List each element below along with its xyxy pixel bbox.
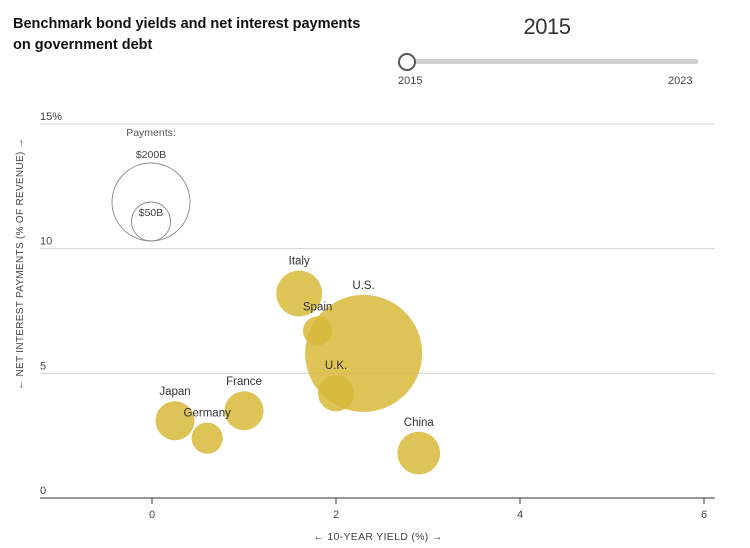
slider-handle[interactable] [398,53,416,71]
size-legend-label: $50B [139,207,164,219]
y-axis-label: ← NET INTEREST PAYMENTS (% OF REVENUE) → [15,138,26,390]
y-tick-labels: 0 5 10 15% [40,111,62,497]
size-legend-circle [131,201,171,242]
bubble-label-france: France [226,376,262,388]
bubble-label-china: China [404,417,435,429]
year-slider[interactable] [398,50,700,74]
bubble-france [224,391,264,431]
x-tick-label: 0 [149,509,155,521]
size-legend: Payments: $200B $50B [111,127,191,242]
bubble-label-spain: Spain [303,301,332,313]
slider-min-label: 2015 [398,75,423,87]
bubble-label-germany: Germany [184,408,232,420]
y-tick-label: 0 [40,485,46,497]
x-axis: 0 2 4 6 [149,498,707,521]
slider-max-label: 2023 [668,75,693,87]
x-axis-label: ← 10-YEAR YIELD (%) → [313,531,442,543]
bubble-italy [276,270,323,317]
bubble-uk [317,375,355,412]
bubble-label-japan: Japan [159,386,190,398]
x-tick-label: 2 [333,509,339,521]
bubble-label-uk: U.K. [325,360,347,372]
chart-title: Benchmark bond yields and net interest p… [13,16,361,53]
bubble-spain [303,316,333,346]
size-legend-label: $200B [136,149,166,161]
y-tick-label: 5 [40,360,46,372]
bubble-label-italy: Italy [289,256,310,268]
size-legend-title: Payments: [126,127,176,139]
bubble-label-us: U.S. [352,280,374,292]
bubble-japan [155,401,195,441]
bubble-germany [191,422,223,454]
y-tick-label: 10 [40,236,52,248]
slider-track[interactable] [406,59,698,64]
y-tick-label: 15% [40,111,62,123]
x-tick-label: 4 [517,509,523,521]
current-year-label: 2015 [523,14,571,39]
bubble-china [397,431,441,475]
x-tick-label: 6 [701,509,707,521]
bubbles [155,270,441,475]
bubble-labels: Italy Spain U.S. U.K. France Japan Germany Chin… [159,256,434,429]
